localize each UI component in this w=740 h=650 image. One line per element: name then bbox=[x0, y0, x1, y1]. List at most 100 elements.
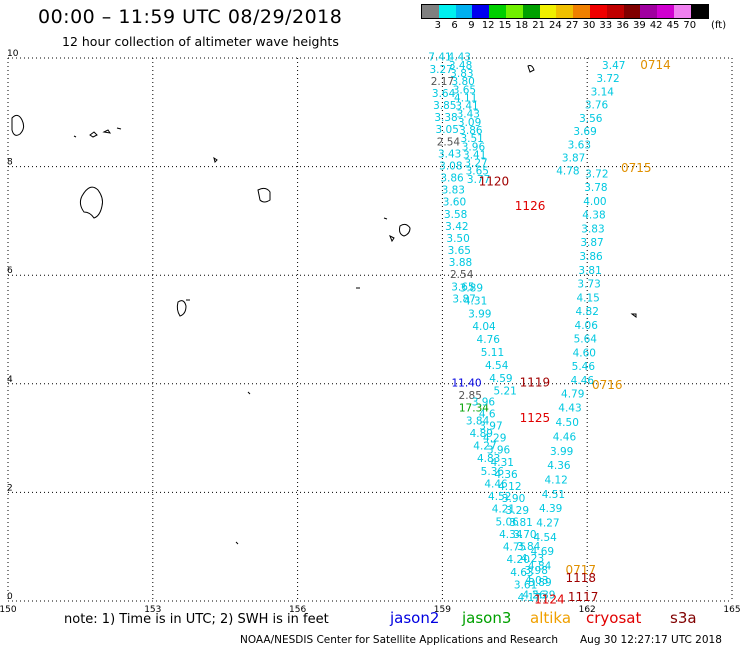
pass-time-label: 1117 bbox=[568, 590, 599, 604]
wave-height-value: 5.11 bbox=[481, 347, 504, 359]
x-tick-label: 165 bbox=[723, 605, 740, 615]
wave-height-value: 3.99 bbox=[468, 308, 491, 320]
wave-height-value: 3.83 bbox=[442, 185, 465, 197]
wave-height-value: 3.73 bbox=[577, 279, 600, 291]
island-outline bbox=[630, 313, 637, 318]
island-outline bbox=[383, 217, 388, 220]
legend-label: 39 bbox=[633, 20, 646, 31]
wave-height-value: 3.60 bbox=[443, 197, 466, 209]
island-outline bbox=[176, 300, 187, 317]
legend-swatch bbox=[522, 5, 540, 18]
wave-height-value: 3.43 bbox=[457, 109, 480, 121]
wave-height-value: 3.27 bbox=[464, 158, 487, 170]
pass-time-label: 1125 bbox=[520, 411, 551, 425]
wave-height-value: 3.84 bbox=[517, 541, 541, 553]
wave-height-value: 4.43 bbox=[558, 403, 581, 415]
wave-height-value: 3.56 bbox=[579, 113, 603, 125]
x-tick-label: 156 bbox=[289, 605, 306, 615]
satellite-name-cryosat: cryosat bbox=[586, 609, 642, 627]
legend-label: 42 bbox=[649, 20, 663, 31]
wave-height-value: 4.46 bbox=[484, 478, 508, 490]
wave-height-value: 4.12 bbox=[498, 481, 521, 493]
wave-height-value: 4.03 bbox=[525, 575, 548, 587]
wave-height-value: 5.64 bbox=[574, 334, 598, 346]
satellite-name-altika: altika bbox=[530, 609, 572, 627]
wave-height-value: 4.59 bbox=[489, 373, 512, 385]
legend-swatch bbox=[438, 5, 456, 18]
wave-height-value: 4.11 bbox=[454, 92, 477, 104]
wave-height-value: 3.87 bbox=[562, 153, 585, 165]
legend-labels: 3 6 9 12 15 18 21 24 27 30 33 36 39 42 45 70 (ft) bbox=[421, 20, 727, 33]
wave-height-value: 4.69 bbox=[531, 546, 554, 558]
legend-swatch bbox=[606, 5, 624, 18]
wave-height-value: 4.29 bbox=[483, 433, 506, 445]
island-outline bbox=[73, 135, 77, 138]
wave-height-value: 4.43 bbox=[448, 52, 471, 64]
wave-height-value: 4.83 bbox=[477, 453, 500, 465]
wave-height-value: 5.36 bbox=[481, 466, 505, 478]
wave-height-value: 3.50 bbox=[446, 233, 469, 245]
legend-label: 27 bbox=[565, 20, 579, 31]
pass-time-label: 0717 bbox=[565, 563, 596, 577]
wave-height-value: 3.78 bbox=[584, 182, 607, 194]
wave-height-value: 4.04 bbox=[472, 321, 496, 333]
legend-swatch bbox=[505, 5, 523, 18]
wave-height-value: 4.84 bbox=[528, 561, 552, 573]
wave-height-value: 4.46 bbox=[553, 431, 577, 443]
pass-time-label: 1119 bbox=[520, 376, 551, 390]
island-outlines bbox=[11, 65, 637, 545]
legend-label: 18 bbox=[515, 20, 529, 31]
legend-label: 24 bbox=[549, 20, 562, 31]
wave-height-value: 2.39 bbox=[532, 589, 555, 601]
wave-height-value: 3.72 bbox=[585, 168, 608, 180]
wave-height-value: 3.43 bbox=[438, 148, 461, 160]
wave-height-value: 3.58 bbox=[444, 209, 467, 221]
wave-height-value: 4.63 bbox=[510, 567, 533, 579]
legend-label: 33 bbox=[599, 20, 613, 31]
pass-time-label: 1120 bbox=[479, 175, 510, 189]
wave-height-value: 3.05 bbox=[436, 124, 459, 136]
color-legend: 3 6 9 12 15 18 21 24 27 30 33 36 39 42 45 70 (ft) bbox=[421, 4, 727, 33]
x-tick-label: 153 bbox=[144, 605, 161, 615]
wave-height-value: 3.84 bbox=[466, 415, 490, 427]
wave-height-value: 4.27 bbox=[536, 518, 559, 530]
wave-height-value: 3.65 bbox=[451, 281, 474, 293]
island-outline bbox=[79, 186, 103, 219]
wave-height-value: 3.64 bbox=[432, 88, 456, 100]
wave-height-value: 3.51 bbox=[460, 133, 483, 145]
wave-height-value: 3.47 bbox=[602, 60, 625, 72]
wave-height-value: 4.76 bbox=[477, 334, 501, 346]
wave-height-value: 3.27 bbox=[429, 64, 452, 76]
wave-height-value: 3.98 bbox=[525, 565, 548, 577]
legend-swatch bbox=[623, 5, 641, 18]
wave-height-value: 3.77 bbox=[467, 174, 490, 186]
x-tick-label: 159 bbox=[434, 605, 451, 615]
pass-time-labels: 0714 0715 0716 0717 1120 1126 1119 1125 11181124… bbox=[479, 58, 671, 607]
wave-height-value: 4.23 bbox=[521, 553, 544, 565]
y-tick-label: 0 bbox=[7, 592, 13, 602]
legend-swatch bbox=[640, 5, 658, 18]
wave-height-value: 3.81 bbox=[578, 265, 601, 277]
legend-swatch bbox=[573, 5, 590, 18]
island-outline bbox=[102, 129, 112, 134]
wave-height-value: 3.76 bbox=[585, 100, 609, 112]
wave-height-value: 4.52 bbox=[488, 491, 511, 503]
chart-subtitle: 12 hour collection of altimeter wave hei… bbox=[62, 34, 339, 49]
legend-label: 45 bbox=[666, 20, 680, 31]
legend-swatch bbox=[489, 5, 506, 18]
legend-label: 36 bbox=[616, 20, 629, 31]
wave-height-value: 3.09 bbox=[458, 117, 481, 129]
wave-height-value: 4.54 bbox=[485, 360, 509, 372]
x-tick-label: 150 bbox=[0, 605, 17, 615]
footer-timestamp: Aug 30 12:27:17 UTC 2018 bbox=[580, 634, 722, 646]
wave-height-value: 4.56 bbox=[522, 589, 546, 601]
wave-height-value: 4.89 bbox=[470, 428, 493, 440]
legend-label: 15 bbox=[498, 20, 512, 31]
pass-time-label: 1126 bbox=[515, 199, 546, 213]
legend-label: 30 bbox=[582, 20, 596, 31]
legend-label: 12 bbox=[481, 20, 495, 31]
island-outline bbox=[11, 114, 25, 136]
wave-height-value: 4.00 bbox=[583, 196, 606, 208]
wave-height-value: 4.50 bbox=[556, 417, 579, 429]
wave-height-value: 3.88 bbox=[449, 257, 472, 269]
